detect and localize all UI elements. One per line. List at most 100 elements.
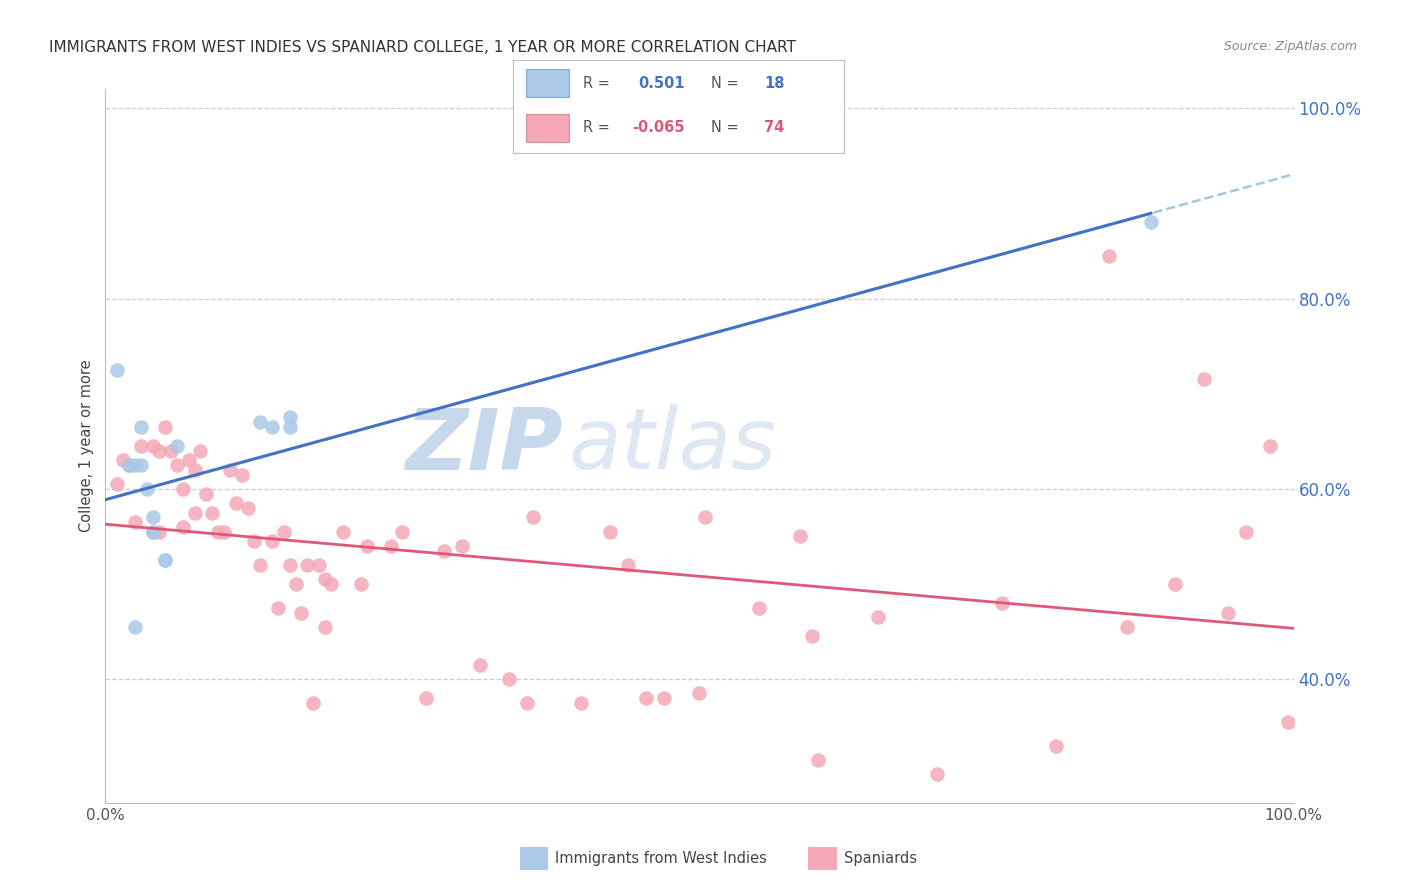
Point [118,458,141,472]
Point [1194,372,1216,386]
Point [290,606,312,620]
Point [129,420,152,434]
Point [569,696,592,710]
Text: 74: 74 [765,120,785,135]
Text: 0.501: 0.501 [638,76,685,91]
Bar [526,70,569,97]
Point [1164,577,1187,591]
Bar [526,114,569,142]
Point [1234,524,1257,539]
Text: Spaniards: Spaniards [844,851,917,865]
Point [599,524,621,539]
Point [129,458,152,472]
Point [801,629,824,643]
Text: Immigrants from West Indies: Immigrants from West Indies [555,851,768,865]
Point [1045,739,1067,753]
Point [297,558,319,572]
Point [498,672,520,686]
Point [433,543,456,558]
Point [689,686,711,700]
Point [332,524,354,539]
Point [748,600,770,615]
Point [278,410,301,425]
Point [1277,714,1299,729]
Point [207,524,229,539]
Point [236,500,259,515]
Point [634,691,657,706]
Point [142,510,165,524]
Point [284,577,307,591]
Point [172,520,194,534]
Point [183,506,205,520]
Point [380,539,402,553]
Point [153,420,176,434]
Point [219,463,242,477]
Point [468,657,491,672]
Point [153,553,176,567]
Point [177,453,200,467]
Point [129,439,152,453]
Point [1218,606,1240,620]
Point [105,363,128,377]
Point [153,553,176,567]
Text: N =: N = [711,76,744,91]
Point [105,477,128,491]
Point [695,510,717,524]
Point [522,510,544,524]
Point [925,767,948,781]
Point [136,482,159,496]
Text: Source: ZipAtlas.com: Source: ZipAtlas.com [1223,40,1357,54]
Point [166,458,188,472]
Point [278,558,301,572]
Point [391,524,413,539]
Point [225,496,247,510]
Point [243,534,266,549]
Point [142,524,165,539]
Y-axis label: College, 1 year or more: College, 1 year or more [79,359,94,533]
Point [195,486,218,500]
Point [789,529,811,543]
Point [273,524,295,539]
Text: 18: 18 [765,76,785,91]
Point [112,453,135,467]
Point [450,539,472,553]
Point [249,558,271,572]
Point [617,558,640,572]
Point [231,467,253,482]
Point [1116,620,1139,634]
Point [172,482,194,496]
Point [142,439,165,453]
Point [267,600,290,615]
Point [183,463,205,477]
Point [321,577,343,591]
Point [190,443,212,458]
Point [314,620,336,634]
Point [201,506,224,520]
Point [278,420,301,434]
Text: N =: N = [711,120,744,135]
Point [415,691,437,706]
Point [1140,215,1163,229]
Point [308,558,330,572]
Point [350,577,373,591]
Text: atlas: atlas [569,404,776,488]
Point [1098,249,1121,263]
Point [314,572,336,586]
Point [148,443,170,458]
Point [302,696,325,710]
Point [166,439,188,453]
Point [1258,439,1281,453]
Point [142,524,165,539]
Point [124,515,146,529]
Point [807,753,830,767]
Point [516,696,538,710]
Point [866,610,889,624]
Point [159,443,181,458]
Point [249,415,271,429]
Point [652,691,675,706]
Point [991,596,1014,610]
Text: -0.065: -0.065 [633,120,685,135]
Point [124,620,146,634]
Text: IMMIGRANTS FROM WEST INDIES VS SPANIARD COLLEGE, 1 YEAR OR MORE CORRELATION CHAR: IMMIGRANTS FROM WEST INDIES VS SPANIARD … [49,40,796,55]
Text: R =: R = [582,76,614,91]
